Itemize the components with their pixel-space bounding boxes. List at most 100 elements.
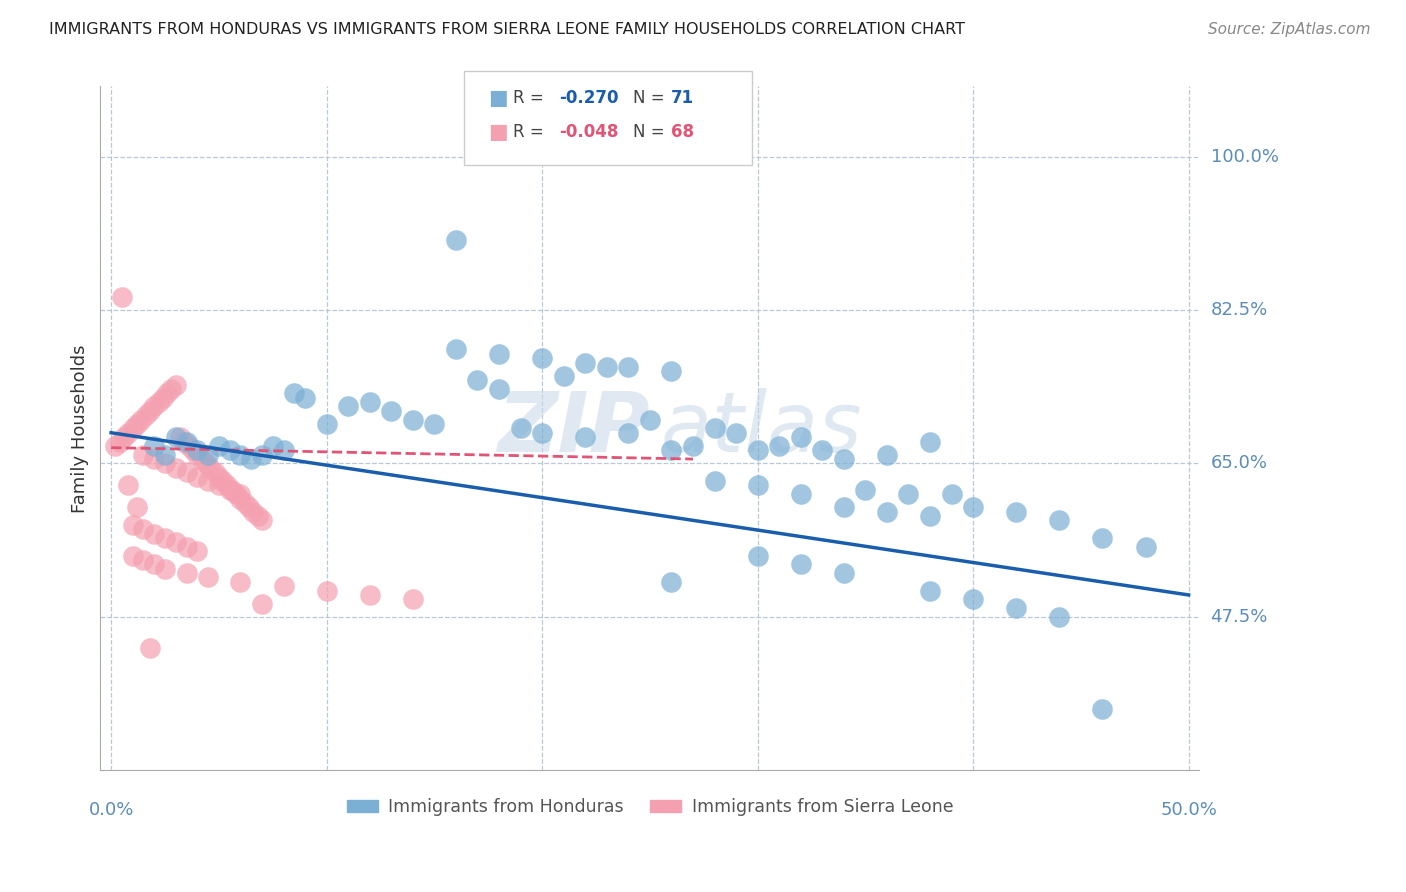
Text: N =: N = [633,123,669,141]
Point [682,439,704,453]
Point [240,452,263,467]
Point [703,421,725,435]
Point [832,500,855,515]
Text: 68: 68 [671,123,693,141]
Point [176,434,198,449]
Point [148,395,170,409]
Text: -0.048: -0.048 [560,123,619,141]
Point [208,469,231,483]
Legend: Immigrants from Honduras, Immigrants from Sierra Leone: Immigrants from Honduras, Immigrants fro… [340,791,960,823]
Point [246,509,269,524]
Point [143,558,166,572]
Point [897,487,920,501]
Point [553,368,575,383]
Point [208,439,231,453]
Point [181,443,204,458]
Point [112,430,135,444]
Point [125,417,148,431]
Point [125,500,148,515]
Point [574,355,596,369]
Point [121,421,143,435]
Point [217,478,239,492]
Point [1047,513,1070,527]
Point [143,526,166,541]
Point [918,583,941,598]
Point [467,373,489,387]
Point [132,448,155,462]
Point [139,404,162,418]
Point [790,430,813,444]
Point [273,443,295,458]
Point [1047,610,1070,624]
Point [725,425,748,440]
Point [176,540,198,554]
Point [143,452,166,467]
Point [229,448,252,462]
Text: IMMIGRANTS FROM HONDURAS VS IMMIGRANTS FROM SIERRA LEONE FAMILY HOUSEHOLDS CORRE: IMMIGRANTS FROM HONDURAS VS IMMIGRANTS F… [49,22,965,37]
Point [117,478,139,492]
Point [135,408,157,422]
Text: Source: ZipAtlas.com: Source: ZipAtlas.com [1208,22,1371,37]
Point [617,359,640,374]
Point [165,460,187,475]
Text: atlas: atlas [661,388,862,469]
Point [661,574,683,589]
Point [315,417,337,431]
Point [596,359,619,374]
Point [204,465,226,479]
Point [153,457,176,471]
Point [238,500,260,515]
Text: 0.0%: 0.0% [89,801,134,819]
Point [212,474,235,488]
Point [250,513,273,527]
Point [811,443,834,458]
Text: 82.5%: 82.5% [1211,301,1268,319]
Point [156,386,179,401]
Point [1135,540,1157,554]
Point [918,509,941,524]
Point [262,439,284,453]
Point [876,505,898,519]
Point [337,400,360,414]
Point [229,487,252,501]
Point [531,351,554,366]
Point [132,553,155,567]
Point [218,483,240,497]
Point [832,452,855,467]
Text: ZIP: ZIP [498,388,650,469]
Point [250,597,273,611]
Point [853,483,876,497]
Point [531,425,554,440]
Point [208,478,231,492]
Point [152,391,174,405]
Point [1091,702,1114,716]
Point [218,443,240,458]
Point [153,448,176,462]
Point [229,574,252,589]
Point [121,517,143,532]
Point [444,233,467,247]
Point [747,478,769,492]
Point [359,588,381,602]
Point [186,469,208,483]
Point [165,377,187,392]
Point [186,544,208,558]
Point [108,434,131,449]
Point [294,391,316,405]
Text: N =: N = [633,89,669,107]
Point [153,562,176,576]
Point [221,483,243,497]
Point [747,443,769,458]
Point [315,583,337,598]
Point [143,439,166,453]
Point [402,412,425,426]
Point [488,382,510,396]
Text: 47.5%: 47.5% [1211,607,1268,626]
Point [509,421,531,435]
Point [176,465,198,479]
Point [1005,505,1028,519]
Point [768,439,790,453]
Text: R =: R = [513,123,550,141]
Text: R =: R = [513,89,550,107]
Point [153,531,176,545]
